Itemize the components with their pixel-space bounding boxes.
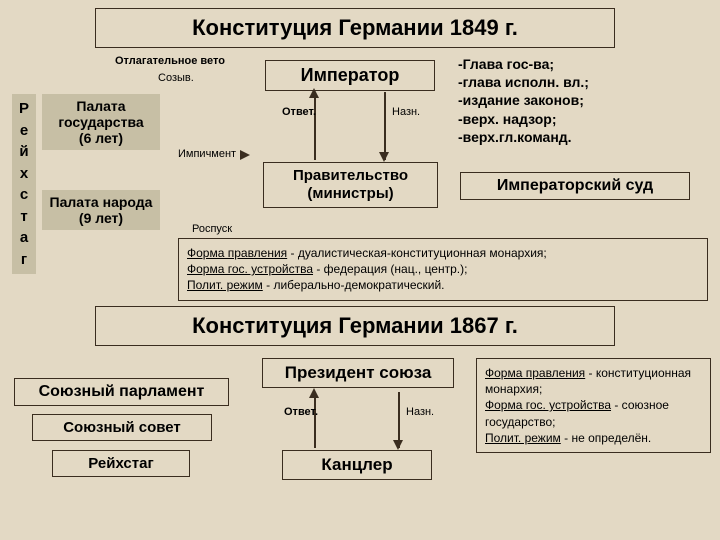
reichstag-vertical: Р е й х с т а г xyxy=(12,94,36,274)
reich-l7: г xyxy=(21,251,27,268)
imperial-court: Императорский суд xyxy=(460,172,690,200)
otvet-1867: Ответ. xyxy=(284,406,318,418)
reich-l5: т xyxy=(20,208,27,225)
rospusk-label: Роспуск xyxy=(192,223,232,235)
reich-l3: х xyxy=(20,165,28,182)
union-parliament: Союзный парламент xyxy=(14,378,229,406)
s1849-l1b: - дуалистическая-конституционная монархи… xyxy=(287,246,547,260)
s1849-l2a: Форма гос. устройства xyxy=(187,262,313,276)
s1849-l3a: Полит. режим xyxy=(187,278,263,292)
s1849-l3b: - либерально-демократический. xyxy=(263,278,445,292)
emperor-box: Император xyxy=(265,60,435,91)
sozyv-label: Созыв. xyxy=(158,72,194,84)
s1867-l3b: - не определён. xyxy=(561,431,651,445)
chamber1-name: Палата государства xyxy=(44,98,158,130)
chamber-states: Палата государства (6 лет) xyxy=(42,94,160,150)
otvet-1849: Ответ. xyxy=(282,106,316,118)
title-1849: Конституция Германии 1849 г. xyxy=(95,8,615,48)
chamber2-term: (9 лет) xyxy=(44,210,158,226)
emperor-powers: -Глава гос-ва; -глава исполн. вл.; -изда… xyxy=(458,55,653,146)
s1867-l3a: Полит. режим xyxy=(485,431,561,445)
chamber-people: Палата народа (9 лет) xyxy=(42,190,160,230)
s1867-l1a: Форма правления xyxy=(485,366,585,380)
reichstag-box: Рейхстаг xyxy=(52,450,190,477)
impeach-label: Импичмент xyxy=(178,148,236,160)
s1867-l2a: Форма гос. устройства xyxy=(485,398,611,412)
title-1867: Конституция Германии 1867 г. xyxy=(95,306,615,346)
nazn-1849: Назн. xyxy=(392,106,420,118)
veto-label: Отлагательное вето xyxy=(115,55,225,67)
president-box: Президент союза xyxy=(262,358,454,388)
reich-l4: с xyxy=(20,186,28,203)
s1849-l1a: Форма правления xyxy=(187,246,287,260)
chancellor-box: Канцлер xyxy=(282,450,432,480)
chamber2-name: Палата народа xyxy=(44,194,158,210)
chamber1-term: (6 лет) xyxy=(44,130,158,146)
government-box: Правительство (министры) xyxy=(263,162,438,208)
reich-l6: а xyxy=(20,229,28,246)
s1849-l2b: - федерация (нац., центр.); xyxy=(313,262,467,276)
nazn-1867: Назн. xyxy=(406,406,434,418)
union-council: Союзный совет xyxy=(32,414,212,441)
summary-1849: Форма правления - дуалистическая-констит… xyxy=(178,238,708,301)
reich-l1: е xyxy=(20,122,28,139)
reich-l2: й xyxy=(19,143,28,160)
summary-1867: Форма правления - конституционная монарх… xyxy=(476,358,711,453)
reich-l0: Р xyxy=(19,100,29,117)
